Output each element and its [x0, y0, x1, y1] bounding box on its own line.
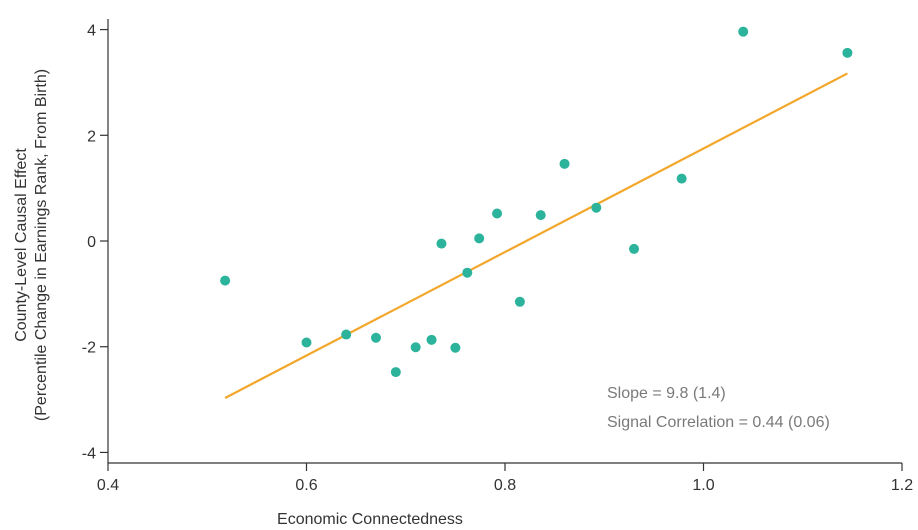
y-axis-title-line2: (Percentile Change in Earnings Rank, Fro… [33, 69, 50, 421]
data-point [629, 243, 640, 254]
data-point [492, 208, 503, 219]
y-tick-label: -4 [82, 445, 96, 462]
y-tick-label: 4 [87, 23, 96, 40]
y-axis-title: County-Level Causal Effect (Percentile C… [13, 69, 50, 421]
data-point [450, 342, 461, 353]
axes: 0.4 0.6 0.8 1.0 1.2 -4 -2 0 2 4 [82, 19, 913, 494]
plot-area [220, 26, 853, 399]
data-point [676, 173, 687, 184]
signal-correlation-annotation: Signal Correlation = 0.44 (0.06) [607, 414, 830, 431]
data-point [426, 334, 437, 345]
data-point [390, 367, 401, 378]
data-point [462, 267, 473, 278]
data-point [436, 238, 447, 249]
data-point [514, 296, 525, 307]
x-tick-label: 0.8 [494, 477, 516, 494]
x-axis-title: Economic Connectedness [277, 511, 463, 528]
y-axis-title-line1: County-Level Causal Effect [13, 148, 30, 342]
x-tick-label: 1.0 [692, 477, 714, 494]
data-point [220, 275, 231, 286]
y-ticks: -4 -2 0 2 4 [82, 23, 108, 462]
y-tick-label: -2 [82, 340, 96, 357]
data-point [738, 26, 749, 37]
x-tick-label: 1.2 [891, 477, 913, 494]
data-point [301, 337, 312, 348]
data-point [535, 210, 546, 221]
data-point [370, 332, 381, 343]
data-point [474, 233, 485, 244]
data-point [410, 342, 421, 353]
data-point [842, 47, 853, 58]
x-ticks: 0.4 0.6 0.8 1.0 1.2 [97, 463, 913, 494]
x-tick-label: 0.6 [295, 477, 317, 494]
points [220, 26, 853, 378]
x-tick-label: 0.4 [97, 477, 119, 494]
data-point [591, 202, 602, 213]
y-tick-label: 2 [87, 128, 96, 145]
y-tick-label: 0 [87, 234, 96, 251]
data-point [559, 158, 570, 169]
slope-annotation: Slope = 9.8 (1.4) [607, 385, 726, 402]
data-point [341, 329, 352, 340]
fit-line [224, 72, 848, 399]
